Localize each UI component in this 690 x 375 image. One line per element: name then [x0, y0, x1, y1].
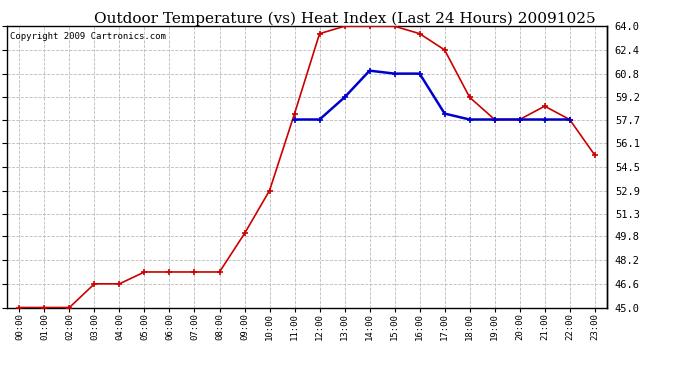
Text: Copyright 2009 Cartronics.com: Copyright 2009 Cartronics.com: [10, 32, 166, 41]
Text: Outdoor Temperature (vs) Heat Index (Last 24 Hours) 20091025: Outdoor Temperature (vs) Heat Index (Las…: [95, 11, 595, 26]
